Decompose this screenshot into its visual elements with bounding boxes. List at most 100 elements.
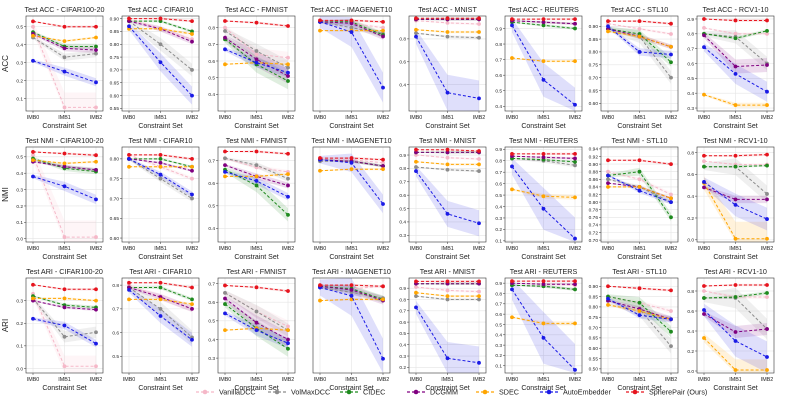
x-tick-label: IMB0	[698, 115, 711, 121]
x-tick-label: IMB1	[345, 246, 358, 252]
point-cidec	[286, 212, 290, 217]
y-tick-label: 0.78	[589, 208, 599, 214]
panel-title: Test ACC - CIFAR10	[128, 5, 194, 14]
band-sdec	[704, 176, 767, 242]
y-tick-label: 0.9	[399, 286, 406, 292]
y-tick-label: 0.75	[110, 176, 120, 182]
point-spherepair-ours	[573, 279, 577, 283]
x-tick-label: IMB2	[665, 377, 678, 383]
y-tick-label: 0.8	[687, 150, 694, 156]
point-sdec	[541, 59, 546, 64]
point-spherepair-ours	[31, 19, 35, 24]
point-dcgmm	[733, 197, 738, 202]
point-volmaxdcc	[62, 55, 67, 60]
point-autoembedder	[477, 221, 481, 226]
x-axis-label: Constraint Set	[713, 123, 757, 130]
point-spherepair-ours	[702, 17, 706, 21]
point-sdec	[606, 185, 610, 189]
panel-7: Test ACC - RCV1-10 0.3 0.4 0.5 0.6 0.7 0.8 0.9 I…	[687, 5, 775, 130]
point-volmaxdcc	[414, 294, 418, 298]
x-tick-label: IMB0	[410, 115, 423, 121]
panel-16: Test ARI - CIFAR100-20 0.0 0.1 0.2 0.3 IMB0 IM…	[16, 267, 104, 392]
y-tick-label: 0.1	[16, 220, 23, 226]
panel-title: Test ARI - RCV1-10	[704, 267, 767, 276]
point-cidec	[190, 297, 194, 302]
y-tick-label: 0.5	[495, 89, 502, 95]
point-sdec	[669, 44, 673, 49]
point-cidec	[765, 28, 769, 33]
point-autoembedder	[254, 328, 259, 333]
point-dcgmm	[765, 197, 769, 202]
y-tick-label: 0.8	[399, 37, 406, 43]
row-label-ari: ARI	[1, 319, 10, 332]
point-vanilladcc	[702, 25, 706, 30]
band-cidec	[704, 291, 767, 299]
x-axis-label: Constraint Set	[521, 254, 565, 261]
point-sdec	[190, 32, 194, 36]
band-spherepair-ours-	[129, 281, 192, 289]
point-volmaxdcc	[445, 167, 450, 172]
point-dcgmm	[254, 320, 259, 325]
y-tick-label: 0.86	[589, 177, 599, 183]
point-cidec	[94, 44, 98, 49]
point-sdec	[573, 321, 577, 326]
point-sdec	[158, 26, 163, 31]
legend-label: SDEC	[499, 388, 519, 397]
point-vanilladcc	[445, 155, 450, 160]
point-cidec	[637, 300, 642, 305]
point-spherepair-ours	[510, 151, 514, 156]
y-tick-label: 0.70	[110, 68, 120, 74]
y-tick-label: 0.0	[687, 238, 694, 244]
y-tick-label: 0.65	[110, 81, 120, 87]
x-axis-label: Constraint Set	[138, 385, 182, 392]
y-tick-label: 0.1	[16, 96, 23, 102]
x-tick-label: IMB1	[441, 377, 454, 383]
point-volmaxdcc	[414, 31, 418, 36]
y-tick-label: 0.4	[399, 220, 406, 226]
point-sdec	[765, 236, 769, 241]
panel-18: Test ARI - FMNIST 0.3 0.4 0.5 0.6 0.7 IMB0 IMB1…	[208, 267, 296, 392]
band-cidec	[33, 295, 96, 310]
x-axis-label: Constraint Set	[329, 385, 373, 392]
panel-8: Test NMI - CIFAR100-20 0.0 0.1 0.2 0.3 0.4 0.5…	[16, 136, 103, 261]
x-tick-label: IMB1	[250, 246, 263, 252]
row-label-nmi: NMI	[1, 187, 10, 202]
y-tick-label: 0.2	[687, 349, 694, 355]
point-autoembedder	[541, 206, 546, 211]
x-tick-label: IMB2	[377, 246, 390, 252]
point-autoembedder	[477, 360, 481, 365]
x-tick-label: IMB0	[410, 246, 423, 252]
point-autoembedder	[127, 24, 131, 29]
band-sdec	[512, 188, 575, 200]
y-tick-label: 0.7	[687, 46, 694, 52]
point-volmaxdcc	[445, 297, 450, 302]
panel-title: Test ACC - IMAGENET10	[311, 5, 393, 14]
panels: Test ACC - CIFAR100-20 0.1 0.2 0.3 0.4 0.5 IMB…	[16, 5, 775, 392]
point-autoembedder	[62, 69, 67, 74]
y-tick-label: 0.4	[495, 104, 502, 110]
point-autoembedder	[765, 217, 769, 221]
point-spherepair-ours	[414, 279, 418, 284]
point-spherepair-ours	[702, 153, 706, 158]
point-vanilladcc	[190, 176, 194, 181]
point-autoembedder	[381, 356, 385, 361]
band-spherepair-ours-	[33, 20, 96, 28]
y-tick-label: 0.2	[16, 78, 23, 84]
y-tick-label: 0.85	[110, 29, 120, 35]
point-autoembedder	[669, 317, 673, 322]
point-dcgmm	[573, 282, 577, 287]
point-dcgmm	[702, 33, 706, 38]
point-dcgmm	[223, 163, 227, 167]
point-volmaxdcc	[606, 177, 610, 182]
point-autoembedder	[94, 341, 98, 346]
series-line-vanilladcc	[32, 293, 96, 367]
y-tick-label: 0.2	[16, 321, 23, 327]
point-autoembedder	[606, 24, 610, 29]
band-dcgmm	[33, 32, 96, 53]
point-autoembedder	[223, 169, 227, 174]
y-tick-label: 0.6	[112, 330, 119, 336]
band-volmaxdcc	[704, 287, 767, 340]
x-tick-label: IMB0	[219, 115, 232, 121]
x-tick-label: IMB1	[729, 115, 742, 121]
panel-5: Test ACC - REUTERS 0.4 0.5 0.6 0.7 0.8 0.9 IMB0…	[495, 5, 583, 130]
